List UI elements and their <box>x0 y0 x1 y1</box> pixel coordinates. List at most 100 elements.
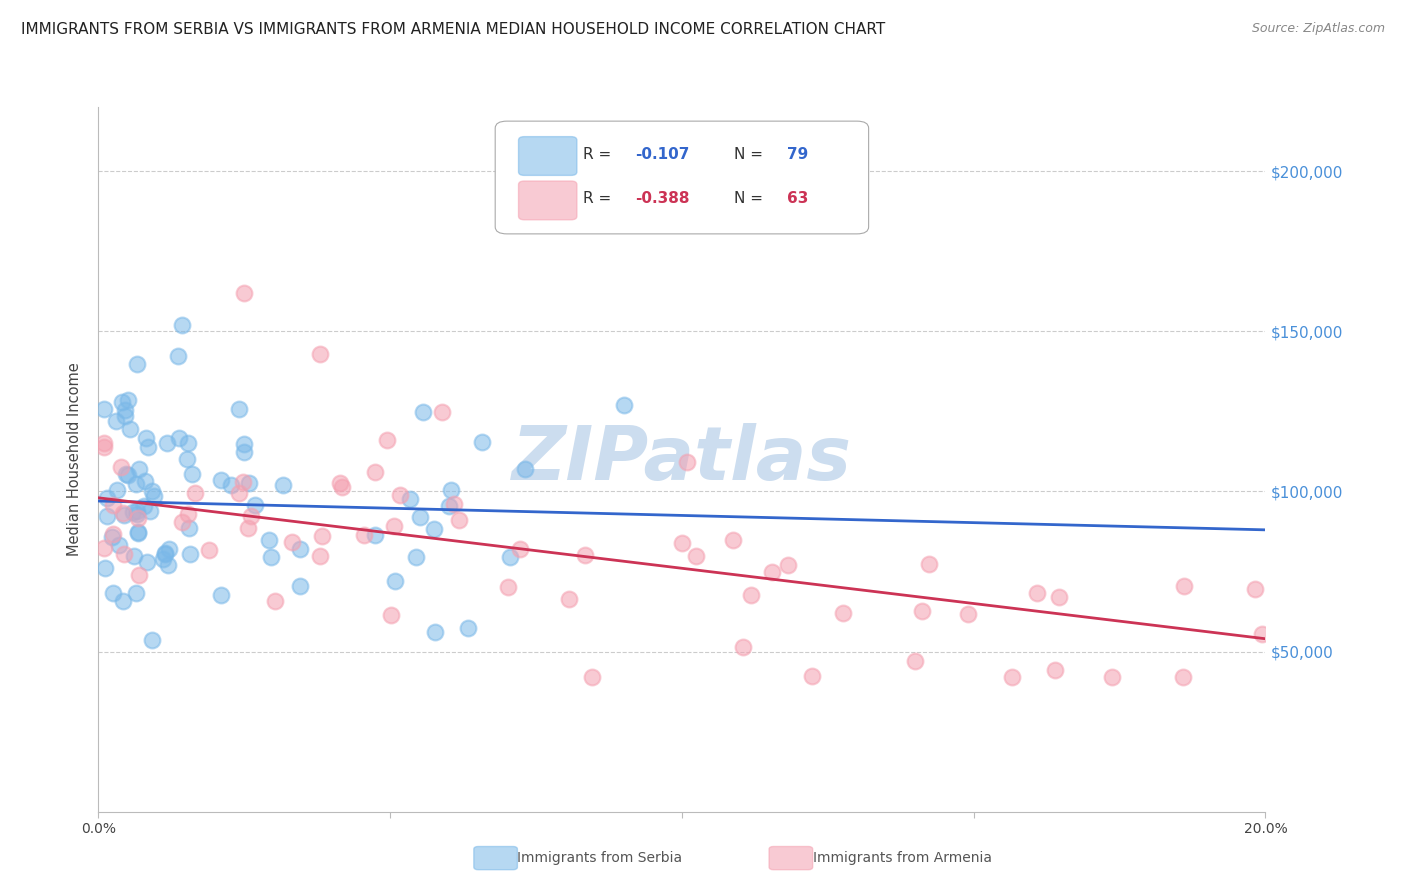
Point <box>127 503 149 517</box>
Point <box>731 640 754 654</box>
Point <box>904 654 927 668</box>
Point <box>405 550 427 565</box>
Point <box>399 491 422 506</box>
Point <box>117 393 139 408</box>
Point <box>142 489 165 503</box>
Point <box>375 433 398 447</box>
Point <box>353 527 375 541</box>
Point <box>1047 590 1070 604</box>
Point <box>128 568 150 582</box>
Point <box>114 403 136 417</box>
Text: 63: 63 <box>787 191 808 206</box>
Point <box>280 535 302 549</box>
Point <box>384 574 406 588</box>
Point <box>219 477 242 491</box>
Point <box>127 511 149 525</box>
Point <box>112 508 135 522</box>
Point <box>831 606 853 620</box>
Point <box>114 467 136 481</box>
Point <box>127 357 149 371</box>
Point <box>153 546 176 560</box>
Text: -0.388: -0.388 <box>636 191 690 206</box>
Point <box>1025 585 1047 599</box>
Point <box>233 437 256 451</box>
Point <box>111 594 134 608</box>
Point <box>93 401 115 416</box>
Point <box>238 476 260 491</box>
Point <box>96 491 118 506</box>
Point <box>105 414 128 428</box>
Point <box>1045 663 1067 677</box>
Point <box>111 506 134 520</box>
Point <box>308 549 330 564</box>
Point <box>157 558 180 573</box>
Point <box>423 624 446 639</box>
Point <box>918 557 941 571</box>
Point <box>138 504 160 518</box>
Point <box>740 588 762 602</box>
Text: IMMIGRANTS FROM SERBIA VS IMMIGRANTS FROM ARMENIA MEDIAN HOUSEHOLD INCOME CORREL: IMMIGRANTS FROM SERBIA VS IMMIGRANTS FRO… <box>21 22 886 37</box>
Point <box>389 487 412 501</box>
Point <box>101 586 124 600</box>
Point <box>290 541 312 556</box>
Point <box>153 547 176 561</box>
Point <box>93 541 115 556</box>
Point <box>228 401 250 416</box>
Point <box>156 436 179 450</box>
Point <box>135 431 157 445</box>
Point <box>198 542 221 557</box>
Point <box>114 547 136 561</box>
Point <box>581 670 603 684</box>
Point <box>157 542 180 557</box>
Point <box>127 524 149 539</box>
Point <box>382 519 405 533</box>
Point <box>101 530 124 544</box>
Point <box>136 556 159 570</box>
Point <box>685 549 707 563</box>
Text: Immigrants from Armenia: Immigrants from Armenia <box>813 851 991 865</box>
Point <box>1101 670 1123 684</box>
Point <box>1250 627 1272 641</box>
Point <box>910 604 932 618</box>
Point <box>496 580 519 594</box>
Point <box>364 528 387 542</box>
Point <box>329 476 352 491</box>
Point <box>177 436 200 450</box>
Point <box>94 561 117 575</box>
Point <box>499 549 522 564</box>
Point <box>177 521 200 535</box>
Point <box>676 454 699 468</box>
FancyBboxPatch shape <box>495 121 869 234</box>
Point <box>170 515 193 529</box>
Point <box>1001 670 1024 684</box>
Point <box>209 473 232 487</box>
Point <box>138 440 160 454</box>
Point <box>264 594 287 608</box>
Point <box>167 349 190 363</box>
Point <box>127 526 149 541</box>
Point <box>141 483 163 498</box>
Point <box>723 533 745 548</box>
Point <box>574 548 596 562</box>
Point <box>170 318 193 332</box>
Point <box>117 467 139 482</box>
Point <box>96 509 118 524</box>
Point <box>122 549 145 563</box>
Point <box>176 451 198 466</box>
Point <box>439 499 461 513</box>
Point <box>430 405 453 419</box>
Point <box>141 632 163 647</box>
Point <box>800 669 823 683</box>
Point <box>232 475 254 489</box>
Point <box>169 431 191 445</box>
FancyBboxPatch shape <box>519 181 576 219</box>
Point <box>1243 582 1265 597</box>
Point <box>440 483 463 497</box>
Point <box>233 445 256 459</box>
Text: N =: N = <box>734 191 768 206</box>
Point <box>330 480 353 494</box>
Point <box>125 507 148 521</box>
Point <box>471 435 494 450</box>
Text: Source: ZipAtlas.com: Source: ZipAtlas.com <box>1251 22 1385 36</box>
Point <box>1173 579 1195 593</box>
